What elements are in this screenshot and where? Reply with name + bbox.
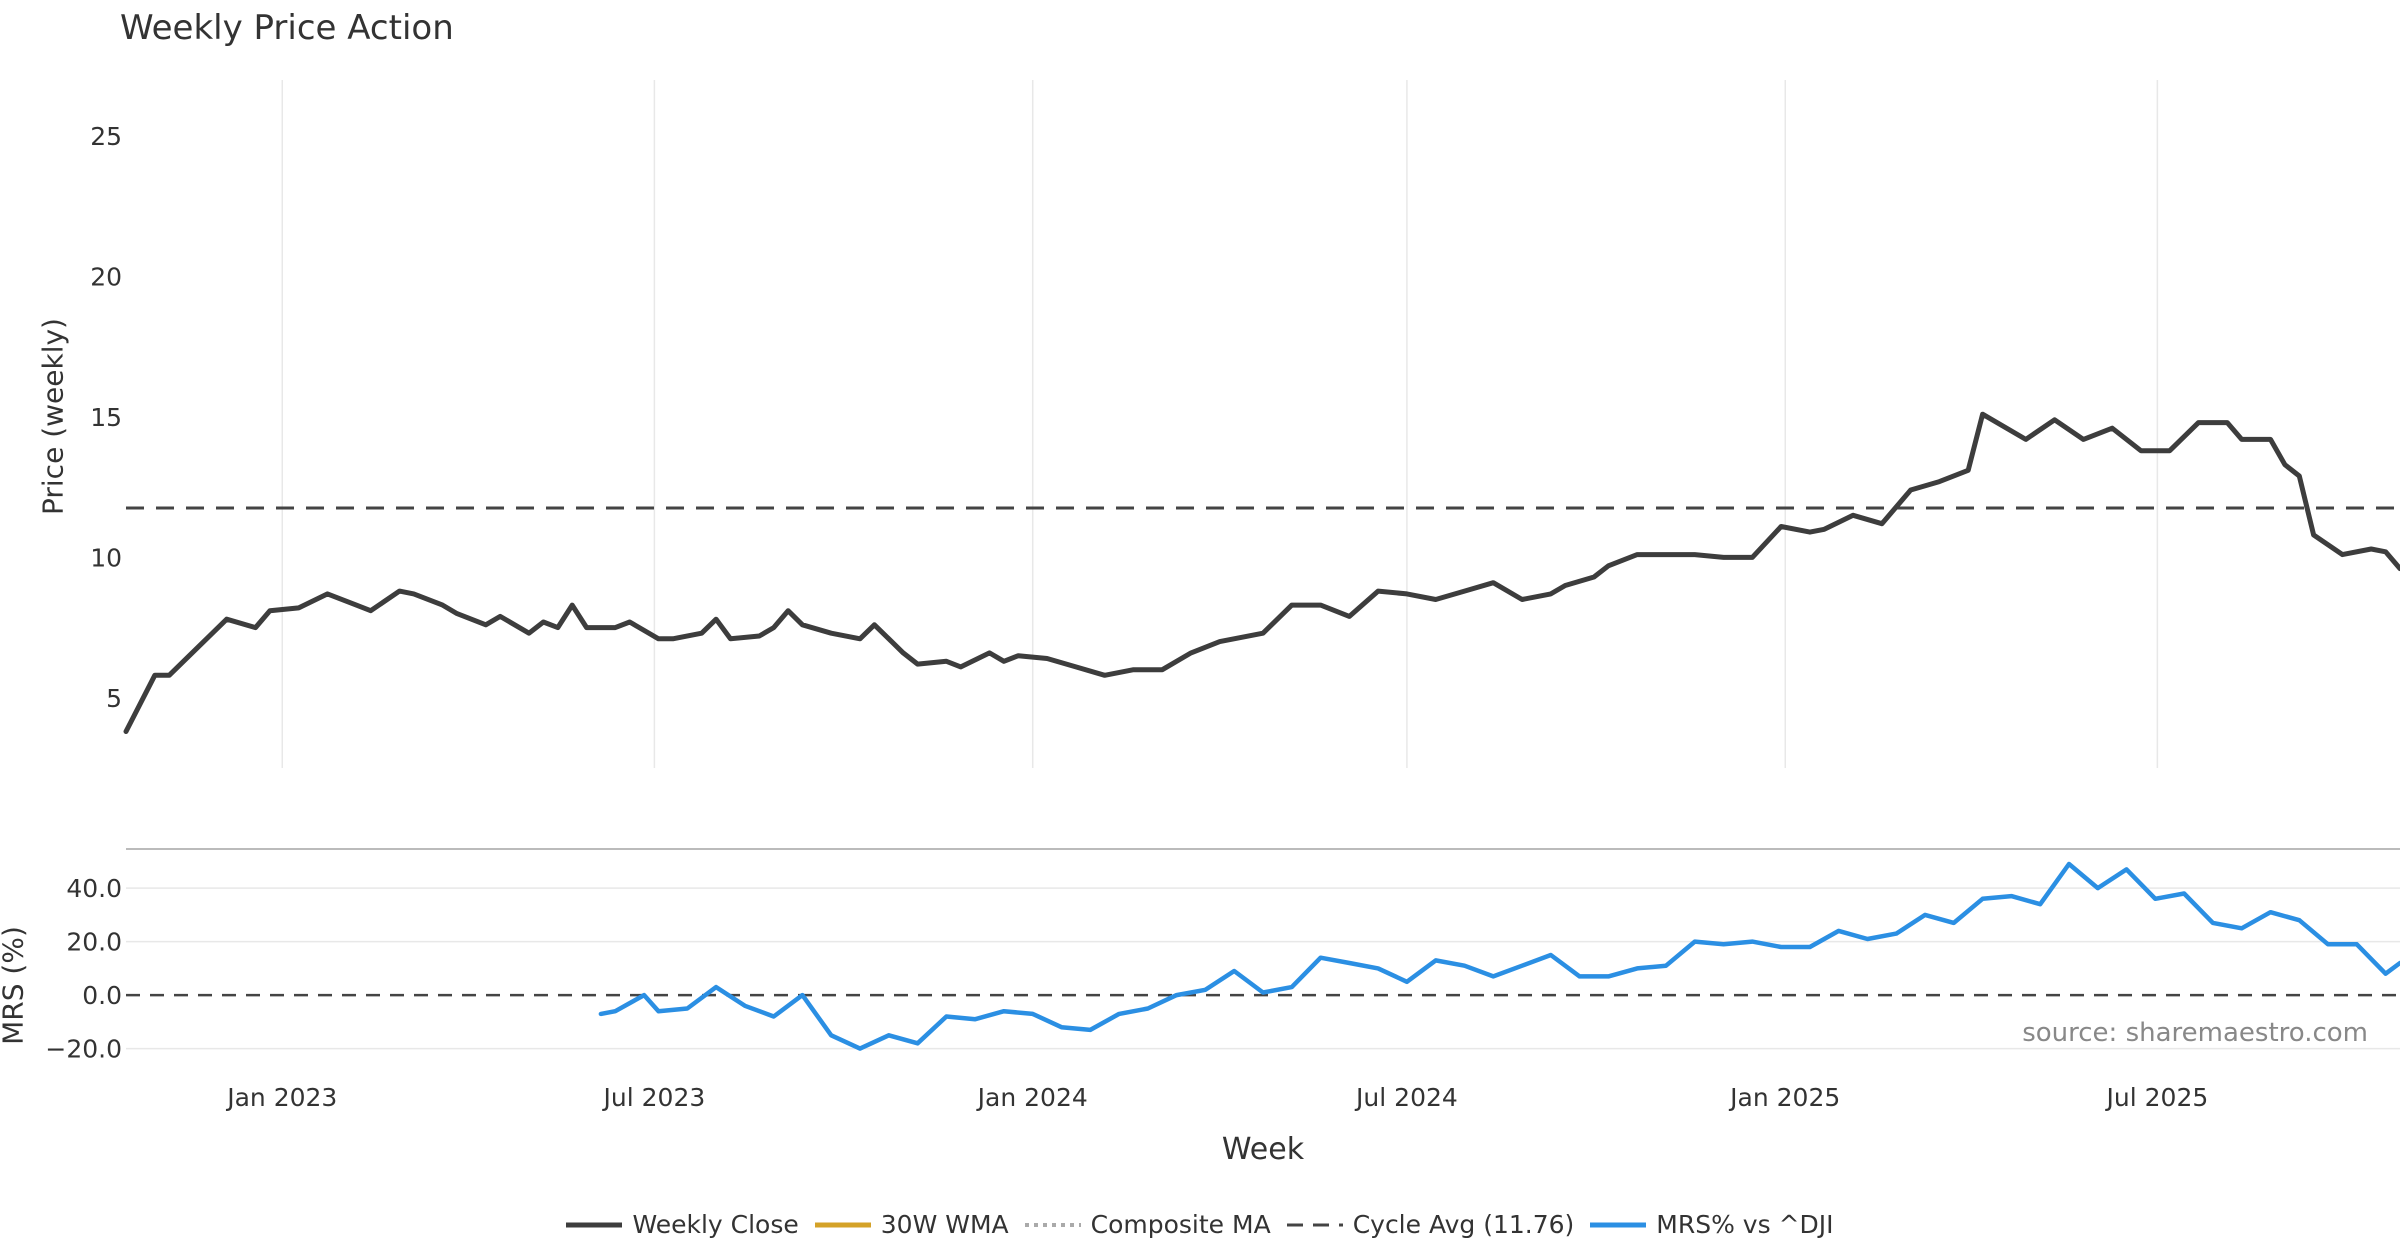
price-axis-title: Price (weekly) (36, 318, 70, 515)
x-tick-label-0: Jan 2023 (225, 1083, 337, 1112)
price-y-tick-label-0: 5 (106, 684, 122, 713)
x-tick-label-4: Jan 2025 (1728, 1083, 1840, 1112)
price-y-tick-label-3: 20 (90, 263, 122, 292)
legend-label-weekly-close: Weekly Close (632, 1210, 799, 1239)
x-axis-title: Week (1221, 1132, 1305, 1167)
legend-label-composite-ma: Composite MA (1090, 1210, 1271, 1239)
legend: Weekly Close 30W WMA Composite MA Cycle … (0, 1210, 2400, 1239)
price-y-tick-label-2: 15 (90, 403, 122, 432)
legend-swatch-30w-wma (814, 1222, 871, 1227)
legend-swatch-composite-ma (1024, 1222, 1081, 1227)
mrs-y-tick-label-0: −20.0 (45, 1035, 122, 1064)
x-tick-label-5: Jul 2025 (2105, 1083, 2209, 1112)
mrs-y-tick-label-2: 20.0 (66, 928, 122, 957)
x-tick-label-2: Jan 2024 (976, 1083, 1088, 1112)
legend-swatch-mrs (1590, 1222, 1647, 1227)
x-tick-label-1: Jul 2023 (602, 1083, 706, 1112)
price-y-tick-label-4: 25 (90, 122, 122, 151)
legend-item-weekly-close: Weekly Close (566, 1210, 799, 1239)
series-mrs (598, 861, 2400, 1051)
chart-title: Weekly Price Action (120, 8, 454, 48)
legend-item-mrs: MRS% vs ^DJI (1590, 1210, 1834, 1239)
legend-item-composite-ma: Composite MA (1024, 1210, 1271, 1239)
mrs-axis-title: MRS (%) (0, 926, 30, 1045)
legend-label-cycle-avg: Cycle Avg (11.76) (1352, 1210, 1575, 1239)
legend-label-mrs: MRS% vs ^DJI (1656, 1210, 1834, 1239)
mrs-y-tick-label-1: 0.0 (82, 981, 122, 1010)
legend-item-cycle-avg: Cycle Avg (11.76) (1286, 1210, 1575, 1239)
mrs-y-tick-label-3: 40.0 (66, 874, 122, 903)
price-y-tick-label-1: 10 (90, 543, 122, 572)
source-note: source: sharemaestro.com (2022, 1018, 2368, 1048)
x-tick-label-3: Jul 2024 (1354, 1083, 1458, 1112)
legend-swatch-cycle-avg (1286, 1223, 1343, 1226)
legend-swatch-weekly-close (566, 1222, 623, 1227)
series-weekly-close (123, 411, 2400, 734)
legend-label-30w-wma: 30W WMA (880, 1210, 1009, 1239)
legend-item-30w-wma: 30W WMA (814, 1210, 1009, 1239)
